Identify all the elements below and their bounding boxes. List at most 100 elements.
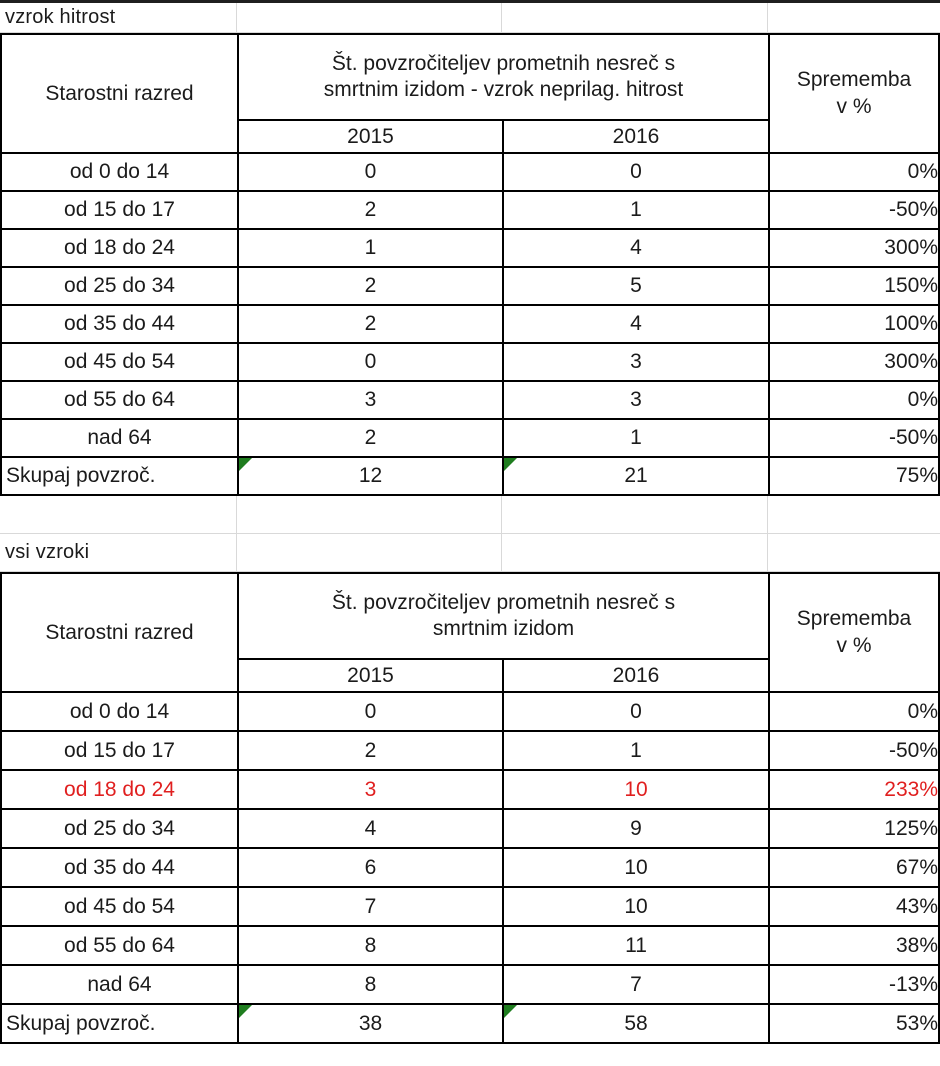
empty-cell[interactable] xyxy=(502,3,768,32)
main-column-header[interactable]: Št. povzročiteljev prometnih nesreč s sm… xyxy=(236,33,771,121)
value-2015-cell[interactable]: 0 xyxy=(237,152,504,192)
age-cell[interactable]: nad 64 xyxy=(0,964,239,1005)
change-cell[interactable]: 100% xyxy=(768,304,940,344)
value-2016-cell-text: 11 xyxy=(625,933,647,957)
value-2015-cell[interactable]: 4 xyxy=(237,808,504,849)
value-2016-cell[interactable]: 5 xyxy=(501,266,771,306)
value-2016-cell[interactable]: 9 xyxy=(502,808,770,849)
change-column-header[interactable]: Sprememba v % xyxy=(768,572,940,693)
value-2015-cell[interactable]: 2 xyxy=(237,304,504,344)
value-2016-cell[interactable]: 58 xyxy=(502,1003,770,1044)
value-2015-cell[interactable]: 38 xyxy=(237,1003,504,1044)
value-2016-cell[interactable]: 1 xyxy=(502,730,770,771)
change-cell[interactable]: 0% xyxy=(768,380,940,420)
change-cell[interactable]: 0% xyxy=(768,691,940,732)
age-cell[interactable]: od 35 do 44 xyxy=(0,847,239,888)
value-2016-cell[interactable]: 3 xyxy=(501,342,771,382)
value-2016-cell[interactable]: 7 xyxy=(502,964,770,1005)
value-2016-cell[interactable]: 0 xyxy=(502,691,770,732)
change-cell-text: 233% xyxy=(884,777,938,801)
change-cell[interactable]: 300% xyxy=(768,342,940,382)
age-cell[interactable]: od 0 do 14 xyxy=(0,152,239,192)
value-2015-cell[interactable]: 0 xyxy=(237,342,504,382)
age-cell[interactable]: od 55 do 64 xyxy=(0,925,239,966)
age-cell[interactable]: od 55 do 64 xyxy=(0,380,239,420)
change-cell[interactable]: 300% xyxy=(768,228,940,268)
value-2016-cell[interactable]: 21 xyxy=(501,456,771,496)
value-2015-cell[interactable]: 1 xyxy=(237,228,504,268)
age-cell[interactable]: od 15 do 17 xyxy=(0,730,239,771)
change-cell[interactable]: -50% xyxy=(768,730,940,771)
age-column-header[interactable]: Starostni razred xyxy=(0,33,239,154)
value-2015-cell[interactable]: 8 xyxy=(237,925,504,966)
age-cell[interactable]: Skupaj povzroč. xyxy=(0,1003,239,1044)
empty-cell[interactable] xyxy=(237,496,502,533)
empty-cell[interactable] xyxy=(0,496,237,533)
value-2016-cell[interactable]: 10 xyxy=(502,847,770,888)
value-2015-cell[interactable]: 3 xyxy=(237,380,504,420)
change-cell[interactable]: -50% xyxy=(768,190,940,230)
age-cell[interactable]: nad 64 xyxy=(0,418,239,458)
change-cell[interactable]: 43% xyxy=(768,886,940,927)
change-cell[interactable]: 38% xyxy=(768,925,940,966)
change-cell[interactable]: 150% xyxy=(768,266,940,306)
value-2016-cell[interactable]: 10 xyxy=(502,886,770,927)
value-2015-cell[interactable]: 2 xyxy=(237,190,504,230)
change-cell-text: 125% xyxy=(884,816,938,840)
value-2016-cell[interactable]: 4 xyxy=(501,228,771,268)
value-2016-cell[interactable]: 3 xyxy=(501,380,771,420)
value-2016-cell[interactable]: 1 xyxy=(501,418,771,458)
change-cell[interactable]: 53% xyxy=(768,1003,940,1044)
value-2015-cell[interactable]: 3 xyxy=(237,769,504,810)
empty-cell[interactable] xyxy=(237,534,502,571)
year-2016-header[interactable]: 2016 xyxy=(502,658,770,693)
value-2015-cell[interactable]: 2 xyxy=(237,418,504,458)
age-cell[interactable]: od 35 do 44 xyxy=(0,304,239,344)
table-row: nad 64 2 1 -50% xyxy=(0,418,940,458)
age-cell[interactable]: od 25 do 34 xyxy=(0,808,239,849)
table1-title-cell[interactable]: vzrok hitrost xyxy=(0,3,237,32)
age-cell[interactable]: Skupaj povzroč. xyxy=(0,456,239,496)
value-2016-cell[interactable]: 0 xyxy=(501,152,771,192)
empty-cell[interactable] xyxy=(768,3,938,32)
age-cell[interactable]: od 0 do 14 xyxy=(0,691,239,732)
age-column-header[interactable]: Starostni razred xyxy=(0,572,239,693)
change-cell-text: 67% xyxy=(895,855,938,879)
age-cell[interactable]: od 45 do 54 xyxy=(0,342,239,382)
table2-title-cell[interactable]: vsi vzroki xyxy=(0,534,237,571)
change-cell[interactable]: -13% xyxy=(768,964,940,1005)
change-cell[interactable]: 0% xyxy=(768,152,940,192)
change-cell[interactable]: 125% xyxy=(768,808,940,849)
age-cell[interactable]: od 25 do 34 xyxy=(0,266,239,306)
empty-cell[interactable] xyxy=(237,3,502,32)
age-cell[interactable]: od 18 do 24 xyxy=(0,228,239,268)
change-column-header[interactable]: Sprememba v % xyxy=(768,33,940,154)
age-cell[interactable]: od 18 do 24 xyxy=(0,769,239,810)
empty-cell[interactable] xyxy=(502,534,768,571)
year-2015-header[interactable]: 2015 xyxy=(237,119,504,154)
value-2016-cell[interactable]: 11 xyxy=(502,925,770,966)
value-2015-cell[interactable]: 2 xyxy=(237,266,504,306)
change-cell[interactable]: -50% xyxy=(768,418,940,458)
value-2015-cell[interactable]: 7 xyxy=(237,886,504,927)
value-2015-cell[interactable]: 12 xyxy=(237,456,504,496)
year-2015-header[interactable]: 2015 xyxy=(237,658,504,693)
age-cell[interactable]: od 15 do 17 xyxy=(0,190,239,230)
value-2016-cell[interactable]: 4 xyxy=(501,304,771,344)
change-cell[interactable]: 67% xyxy=(768,847,940,888)
value-2015-cell[interactable]: 8 xyxy=(237,964,504,1005)
empty-cell[interactable] xyxy=(502,496,768,533)
empty-cell[interactable] xyxy=(768,534,938,571)
value-2016-cell[interactable]: 1 xyxy=(501,190,771,230)
change-cell[interactable]: 233% xyxy=(768,769,940,810)
year-2016-header[interactable]: 2016 xyxy=(501,119,771,154)
age-cell-text: od 25 do 34 xyxy=(64,274,175,297)
value-2016-cell[interactable]: 10 xyxy=(502,769,770,810)
age-cell[interactable]: od 45 do 54 xyxy=(0,886,239,927)
value-2015-cell[interactable]: 6 xyxy=(237,847,504,888)
main-column-header[interactable]: Št. povzročiteljev prometnih nesreč s sm… xyxy=(237,572,770,660)
change-cell[interactable]: 75% xyxy=(768,456,940,496)
empty-cell[interactable] xyxy=(768,496,938,533)
value-2015-cell[interactable]: 0 xyxy=(237,691,504,732)
value-2015-cell[interactable]: 2 xyxy=(237,730,504,771)
